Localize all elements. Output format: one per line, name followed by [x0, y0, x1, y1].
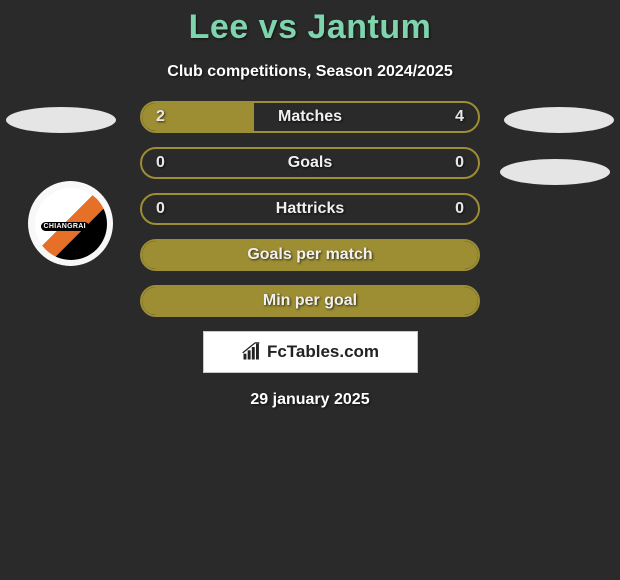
stat-row-goals-per-match: Goals per match: [140, 239, 480, 271]
stat-label: Goals per match: [247, 246, 372, 264]
brand-name: FcTables.com: [267, 342, 379, 362]
placeholder-ellipse: [500, 159, 610, 185]
page-title: Lee vs Jantum: [0, 0, 620, 47]
stat-label: Goals: [288, 154, 332, 172]
stat-left-value: 2: [156, 108, 165, 126]
stat-left-value: 0: [156, 200, 165, 218]
subtitle: Club competitions, Season 2024/2025: [0, 63, 620, 81]
stat-label: Hattricks: [276, 200, 344, 218]
team-badge-graphic: CHIANGRAI: [35, 188, 107, 260]
stat-label: Min per goal: [263, 292, 357, 310]
stat-right-value: 0: [455, 200, 464, 218]
stat-label: Matches: [278, 108, 342, 126]
stat-right-value: 4: [455, 108, 464, 126]
placeholder-ellipse: [6, 107, 116, 133]
team-badge: CHIANGRAI: [28, 181, 113, 266]
stat-right-value: 0: [455, 154, 464, 172]
stat-left-value: 0: [156, 154, 165, 172]
stat-rows: 2 Matches 4 0 Goals 0 0 Hattricks 0 Goal…: [140, 101, 480, 331]
brand-badge: FcTables.com: [203, 331, 418, 373]
stat-row-goals: 0 Goals 0: [140, 147, 480, 179]
stat-row-hattricks: 0 Hattricks 0: [140, 193, 480, 225]
stat-row-matches: 2 Matches 4: [140, 101, 480, 133]
bar-chart-icon: [241, 342, 261, 362]
stat-row-min-per-goal: Min per goal: [140, 285, 480, 317]
team-badge-text: CHIANGRAI: [41, 222, 89, 231]
placeholder-ellipse: [504, 107, 614, 133]
date-text: 29 january 2025: [0, 391, 620, 409]
